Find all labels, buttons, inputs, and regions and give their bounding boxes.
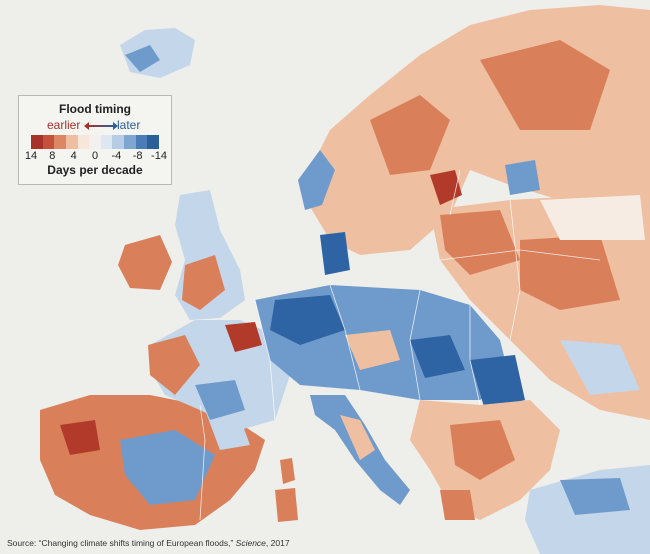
landmass-ireland bbox=[118, 235, 172, 290]
country-borders bbox=[199, 169, 601, 521]
britain-earlier-patch bbox=[182, 255, 225, 310]
map-legend: Flood timing earlier later 14 8 4 0 -4 -8 -14 … bbox=[18, 95, 172, 185]
double-arrow-icon bbox=[84, 122, 118, 130]
balkans-earlier-patch bbox=[450, 420, 515, 480]
source-prefix: Source: “Changing climate shifts timing … bbox=[7, 538, 236, 548]
russia-earlier bbox=[520, 235, 620, 310]
denmark-later bbox=[320, 232, 350, 275]
legend-title: Flood timing bbox=[59, 102, 131, 116]
legend-swatch bbox=[65, 135, 78, 149]
belgium-earliest bbox=[225, 322, 262, 352]
finland-later-patch bbox=[505, 160, 540, 195]
legend-swatch bbox=[89, 135, 101, 149]
russia-slight bbox=[540, 195, 645, 240]
legend-swatch bbox=[147, 135, 160, 149]
legend-color-scale bbox=[31, 135, 160, 149]
turkey-later-patch bbox=[560, 478, 630, 515]
legend-tick: -4 bbox=[111, 150, 122, 162]
finland-earlier-patch bbox=[480, 40, 610, 130]
legend-direction: earlier later bbox=[25, 118, 165, 133]
sweden-earlier-patch bbox=[370, 95, 450, 175]
landmass-sardinia bbox=[275, 488, 298, 522]
legend-swatch bbox=[112, 135, 125, 149]
hungary-latest-patch bbox=[470, 355, 525, 410]
italy-earlier-patch bbox=[340, 415, 375, 460]
baltic-earlier bbox=[440, 210, 520, 275]
austria-latest-patch bbox=[410, 335, 465, 378]
legend-swatch bbox=[135, 135, 148, 149]
legend-swatch bbox=[124, 135, 136, 149]
legend-tick: 0 bbox=[91, 150, 99, 162]
source-journal: Science bbox=[235, 538, 266, 548]
legend-swatch bbox=[54, 135, 66, 149]
norway-later-patch bbox=[298, 150, 335, 210]
france-later-patch bbox=[195, 380, 245, 420]
legend-swatch bbox=[42, 135, 55, 149]
source-citation: Source: “Changing climate shifts timing … bbox=[7, 538, 294, 548]
iberia-earliest-patch bbox=[60, 420, 100, 455]
source-suffix: , 2017 bbox=[265, 538, 290, 548]
czech-earlier-patch bbox=[345, 330, 400, 370]
legend-later-label: later bbox=[117, 118, 141, 132]
greece-earlier-patch bbox=[440, 490, 475, 520]
legend-tick: -8 bbox=[132, 150, 143, 162]
legend-tick: 14 bbox=[24, 150, 38, 162]
legend-swatch bbox=[100, 135, 113, 149]
landmass-corsica bbox=[280, 458, 295, 484]
iceland-later-patch bbox=[125, 45, 160, 72]
legend-earlier-label: earlier bbox=[47, 118, 81, 132]
legend-tick-labels: 14 8 4 0 -4 -8 -14 bbox=[25, 149, 167, 162]
legend-tick: -14 bbox=[151, 150, 167, 162]
ukraine-later bbox=[560, 340, 640, 395]
france-earlier-west bbox=[148, 335, 200, 395]
legend-caption: Days per decade bbox=[47, 163, 143, 177]
iberia-later-patch bbox=[120, 430, 215, 505]
legend-tick: 4 bbox=[70, 150, 77, 162]
germany-latest-patch bbox=[270, 295, 345, 345]
legend-swatch bbox=[31, 135, 43, 149]
legend-swatch bbox=[77, 135, 90, 149]
legend-tick: 8 bbox=[49, 150, 56, 162]
